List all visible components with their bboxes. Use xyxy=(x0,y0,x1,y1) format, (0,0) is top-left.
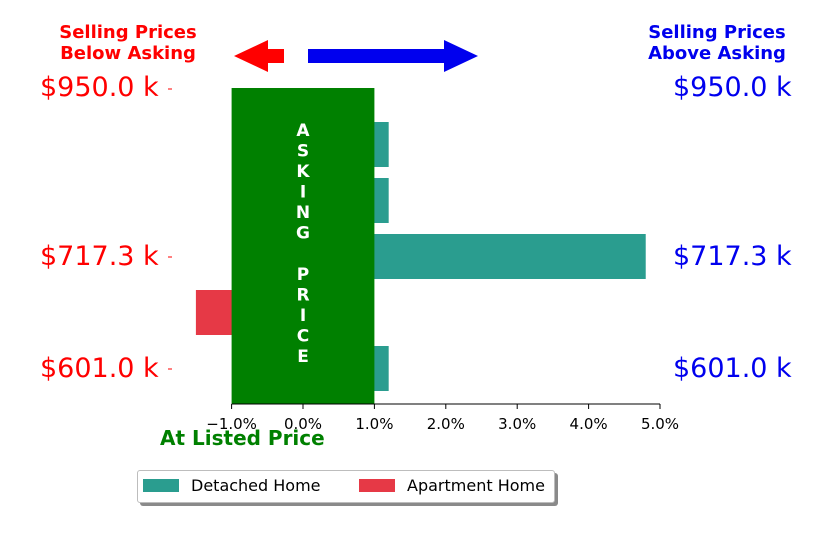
legend-item-detached: Detached Home xyxy=(143,476,321,496)
right-arrow-icon xyxy=(308,40,478,72)
at-listed-price-caption: At Listed Price xyxy=(160,426,325,450)
left-price-label-top: $950.0 k xyxy=(40,72,159,103)
right-price-label-mid: $717.3 k xyxy=(673,241,792,272)
asking-letter-8: P xyxy=(297,265,309,285)
asking-price-band xyxy=(231,88,375,404)
right-price-label-top: $950.0 k xyxy=(673,72,792,103)
legend-label-apartment: Apartment Home xyxy=(407,476,545,495)
asking-letter-12: E xyxy=(297,347,309,367)
x-tick-label-3: 1.0% xyxy=(355,415,393,433)
header-below-line1: Selling Prices xyxy=(59,22,197,43)
legend-label-detached: Detached Home xyxy=(191,476,321,495)
left-price-label-mid: $717.3 k xyxy=(40,241,159,272)
legend-item-apartment: Apartment Home xyxy=(359,476,545,496)
x-tick-label-1: −1.0% xyxy=(206,415,257,433)
right-price-label-bottom: $601.0 k xyxy=(673,353,792,384)
asking-letter-9: R xyxy=(296,286,309,306)
asking-letter-1: A xyxy=(296,121,310,141)
legend-swatch-detached xyxy=(143,479,179,492)
x-tick-label-4: 2.0% xyxy=(427,415,465,433)
asking-letter-10: I xyxy=(300,306,306,326)
header-above-asking: Selling Prices Above Asking xyxy=(627,22,807,64)
legend-swatch-apartment xyxy=(359,479,395,492)
left-arrow-icon xyxy=(234,40,284,72)
header-below-asking: Selling Prices Below Asking xyxy=(38,22,218,64)
header-below-line2: Below Asking xyxy=(60,43,196,64)
asking-letter-11: C xyxy=(297,327,309,347)
asking-letter-2: S xyxy=(297,142,309,162)
header-above-line1: Selling Prices xyxy=(648,22,786,43)
asking-letter-3: K xyxy=(296,162,310,182)
x-tick-label-5: 3.0% xyxy=(498,415,536,433)
asking-letter-6: G xyxy=(296,224,310,244)
asking-letter-5: N xyxy=(296,203,310,223)
asking-letter-4: I xyxy=(300,183,306,203)
x-tick-label-2: 0.0% xyxy=(284,415,322,433)
x-axis: −1.0% 0.0% 1.0% 2.0% 3.0% 4.0% 5.0% xyxy=(206,403,679,433)
y-ticks xyxy=(168,88,172,370)
x-tick-label-6: 4.0% xyxy=(570,415,608,433)
x-tick-label-7: 5.0% xyxy=(641,415,679,433)
legend: Detached Home Apartment Home xyxy=(137,470,555,503)
left-price-label-bottom: $601.0 k xyxy=(40,353,159,384)
header-above-line2: Above Asking xyxy=(648,43,786,64)
